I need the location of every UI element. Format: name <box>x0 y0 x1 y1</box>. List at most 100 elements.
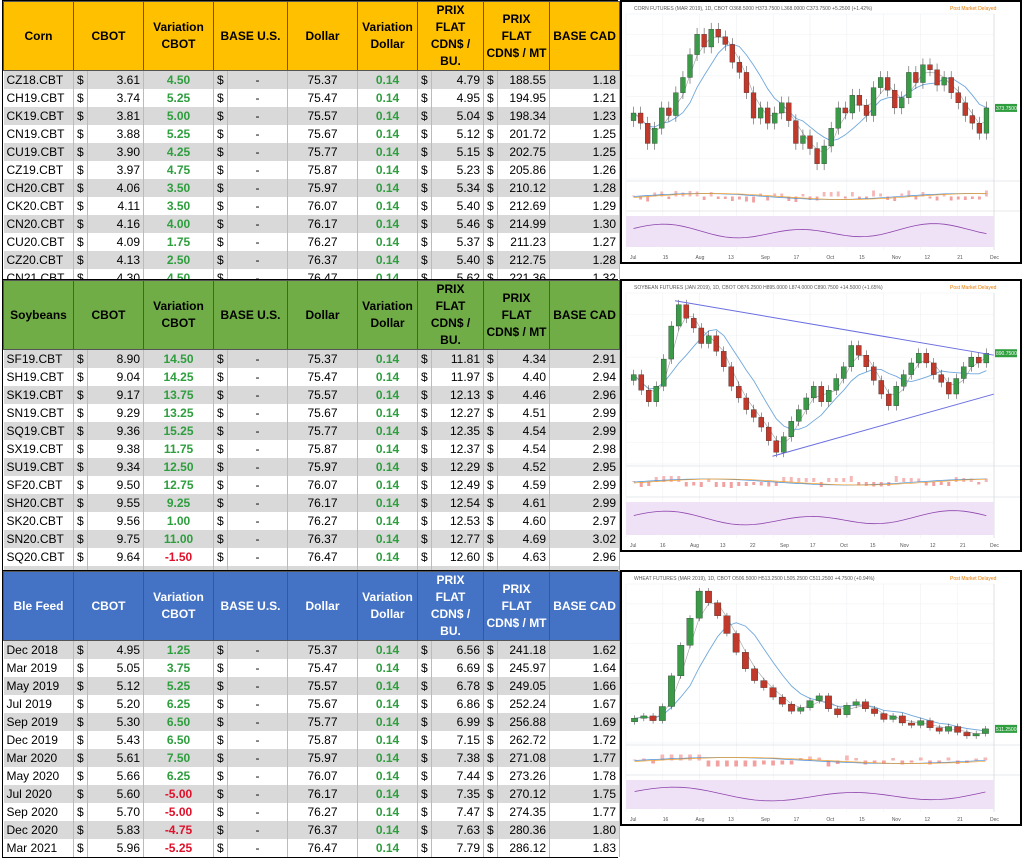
base-us-currency: $ <box>213 142 228 161</box>
macd-signal-line <box>633 193 987 200</box>
macd-bar <box>651 760 655 764</box>
variation-dollar-value: 0.14 <box>357 676 419 695</box>
soybeans-block: Soybeans CBOT Variation CBOT BASE U.S. D… <box>2 279 1022 585</box>
variation-cbot-value: 13.25 <box>143 403 214 422</box>
cbot-currency: $ <box>73 766 88 785</box>
macd-bar <box>716 196 720 199</box>
rsi-band <box>626 780 994 809</box>
table-row: CU19.CBT $3.90 4.25 $ -75.77 0.14 $5.15 $202.75… <box>3 142 621 161</box>
cbot-currency: $ <box>73 457 88 476</box>
prix-flat-mt-value: 4.34 <box>497 349 551 368</box>
cbot-value: 9.34 <box>87 457 144 476</box>
candle-body <box>723 615 731 634</box>
macd-bar <box>914 196 918 200</box>
macd-bar <box>669 754 674 761</box>
macd-bar <box>702 196 706 200</box>
macd-bar <box>857 482 861 486</box>
dollar-value: 76.37 <box>287 250 359 269</box>
table-row: Sep 2019 $5.30 6.50 $ -75.77 0.14 $6.99 $256.88… <box>3 712 621 731</box>
x-axis-label: 16 <box>660 543 666 549</box>
cbot-value: 4.09 <box>87 232 144 251</box>
prix-bu-currency: $ <box>417 694 433 713</box>
cbot-value: 4.06 <box>87 178 144 197</box>
candle-body <box>786 102 792 121</box>
candle-body <box>772 112 778 124</box>
prix-bu-currency: $ <box>417 367 433 386</box>
header-base-us: BASE U.S. <box>212 571 289 641</box>
cbot-currency: $ <box>73 475 88 494</box>
table-row: Dec 2019 $5.43 6.50 $ -75.87 0.14 $7.15 $262.72… <box>3 730 621 749</box>
prix-flat-bu-value: 5.37 <box>431 232 485 251</box>
header-base-cad: BASE CAD <box>549 571 621 641</box>
macd-bar <box>752 196 755 203</box>
cbot-value: 9.36 <box>87 421 144 440</box>
prix-bu-currency: $ <box>417 385 433 404</box>
macd-bar <box>639 482 643 487</box>
cbot-currency: $ <box>73 250 88 269</box>
prix-flat-mt-value: 262.72 <box>497 730 551 749</box>
macd-bar <box>639 196 642 200</box>
candle-body <box>773 440 780 453</box>
rsi-line <box>634 786 986 802</box>
prix-flat-bu-value: 7.79 <box>431 838 485 857</box>
x-axis-label: Oct <box>826 817 834 823</box>
cbot-value: 9.55 <box>87 493 144 512</box>
prix-mt-currency: $ <box>483 88 499 107</box>
candle-body <box>645 123 651 144</box>
contract-name: SN19.CBT <box>3 403 74 422</box>
ble-feed-label: Ble Feed <box>3 571 74 641</box>
candle-body <box>659 107 665 129</box>
prix-flat-bu-value: 5.40 <box>431 250 485 269</box>
candle-body <box>630 374 637 381</box>
prix-flat-bu-value: 5.34 <box>431 178 485 197</box>
prix-flat-bu-value: 12.13 <box>431 385 485 404</box>
macd-bar <box>965 760 969 763</box>
contract-name: Sep 2020 <box>3 802 74 821</box>
variation-dollar-value: 0.14 <box>357 196 419 215</box>
candle-body <box>729 44 735 63</box>
prix-mt-currency: $ <box>483 529 499 548</box>
variation-dollar-value: 0.14 <box>357 766 419 785</box>
macd-bar <box>722 482 726 487</box>
prix-flat-bu-value: 12.49 <box>431 475 485 494</box>
candle-body <box>680 77 686 93</box>
trendline-lower <box>772 393 995 457</box>
chart-title: WHEAT FUTURES (MAR 2019), 1D, CBOT O506.… <box>634 576 875 582</box>
macd-bar <box>928 760 932 765</box>
variation-cbot-value: 7.50 <box>143 748 214 767</box>
candle-body <box>677 645 685 677</box>
macd-bar <box>974 758 978 761</box>
prix-flat-bu-value: 5.12 <box>431 124 485 143</box>
corn-chart: CORN FUTURES (MAR 2019), 1D, CBOT O368.5… <box>620 0 1022 264</box>
cbot-value: 5.20 <box>87 694 144 713</box>
variation-dollar-value: 0.14 <box>357 529 419 548</box>
variation-cbot-value: 14.25 <box>143 367 214 386</box>
prix-flat-mt-value: 271.08 <box>497 748 551 767</box>
macd-bar <box>842 478 846 482</box>
prix-bu-currency: $ <box>417 196 433 215</box>
prix-flat-mt-value: 273.26 <box>497 766 551 785</box>
cbot-currency: $ <box>73 421 88 440</box>
macd-bar <box>738 196 741 200</box>
dollar-value: 76.07 <box>287 766 359 785</box>
base-cad-value: 2.97 <box>549 511 621 530</box>
cbot-currency: $ <box>73 124 88 143</box>
macd-bar <box>780 193 784 197</box>
base-us-currency: $ <box>213 640 228 659</box>
candle-body <box>889 715 897 720</box>
base-cad-value: 2.94 <box>549 367 621 386</box>
cbot-value: 3.74 <box>87 88 144 107</box>
base-cad-value: 1.69 <box>549 712 621 731</box>
prix-flat-mt-value: 4.54 <box>497 439 551 458</box>
candle-body <box>778 696 786 705</box>
base-cad-value: 2.99 <box>549 475 621 494</box>
chart-status: Post Market Delayed <box>950 576 997 582</box>
base-us-value: - <box>227 493 289 512</box>
contract-name: SF20.CBT <box>3 475 74 494</box>
prix-flat-bu-value: 12.35 <box>431 421 485 440</box>
base-us-value: - <box>227 547 289 566</box>
candle-body <box>743 397 750 410</box>
candle-body <box>742 652 749 669</box>
base-us-value: - <box>227 838 289 857</box>
prix-mt-currency: $ <box>483 106 499 125</box>
